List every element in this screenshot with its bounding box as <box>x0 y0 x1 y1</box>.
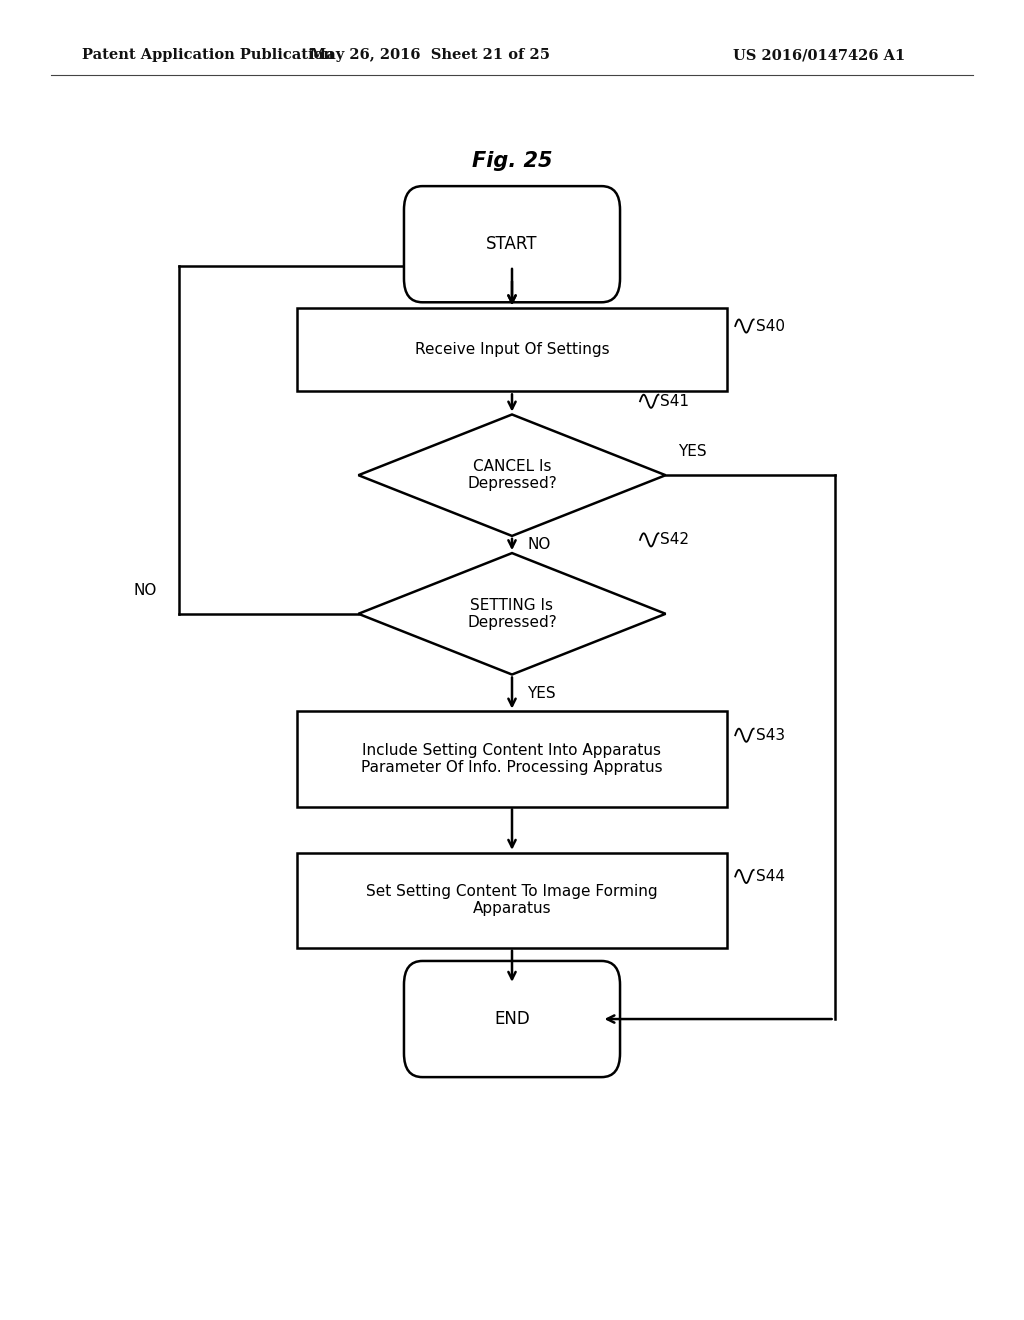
Text: Patent Application Publication: Patent Application Publication <box>82 49 334 62</box>
Text: May 26, 2016  Sheet 21 of 25: May 26, 2016 Sheet 21 of 25 <box>310 49 550 62</box>
Text: S43: S43 <box>756 727 784 743</box>
Text: CANCEL Is
Depressed?: CANCEL Is Depressed? <box>467 459 557 491</box>
Text: NO: NO <box>527 537 551 552</box>
Bar <box>297 853 727 948</box>
Text: Fig. 25: Fig. 25 <box>472 150 552 172</box>
Bar <box>297 309 727 391</box>
Text: END: END <box>495 1010 529 1028</box>
Polygon shape <box>358 553 666 675</box>
Text: START: START <box>486 235 538 253</box>
Text: S40: S40 <box>756 318 784 334</box>
Text: Include Setting Content Into Apparatus
Parameter Of Info. Processing Appratus: Include Setting Content Into Apparatus P… <box>361 743 663 775</box>
Text: Receive Input Of Settings: Receive Input Of Settings <box>415 342 609 358</box>
FancyBboxPatch shape <box>403 186 620 302</box>
Text: S41: S41 <box>660 393 689 409</box>
Polygon shape <box>358 414 666 536</box>
Text: Set Setting Content To Image Forming
Apparatus: Set Setting Content To Image Forming App… <box>367 884 657 916</box>
FancyBboxPatch shape <box>403 961 620 1077</box>
Text: SETTING Is
Depressed?: SETTING Is Depressed? <box>467 598 557 630</box>
Text: YES: YES <box>678 445 707 459</box>
Text: NO: NO <box>133 583 157 598</box>
Text: US 2016/0147426 A1: US 2016/0147426 A1 <box>733 49 905 62</box>
Bar <box>297 711 727 807</box>
Text: S42: S42 <box>660 532 689 548</box>
Text: S44: S44 <box>756 869 784 884</box>
Text: YES: YES <box>527 685 556 701</box>
